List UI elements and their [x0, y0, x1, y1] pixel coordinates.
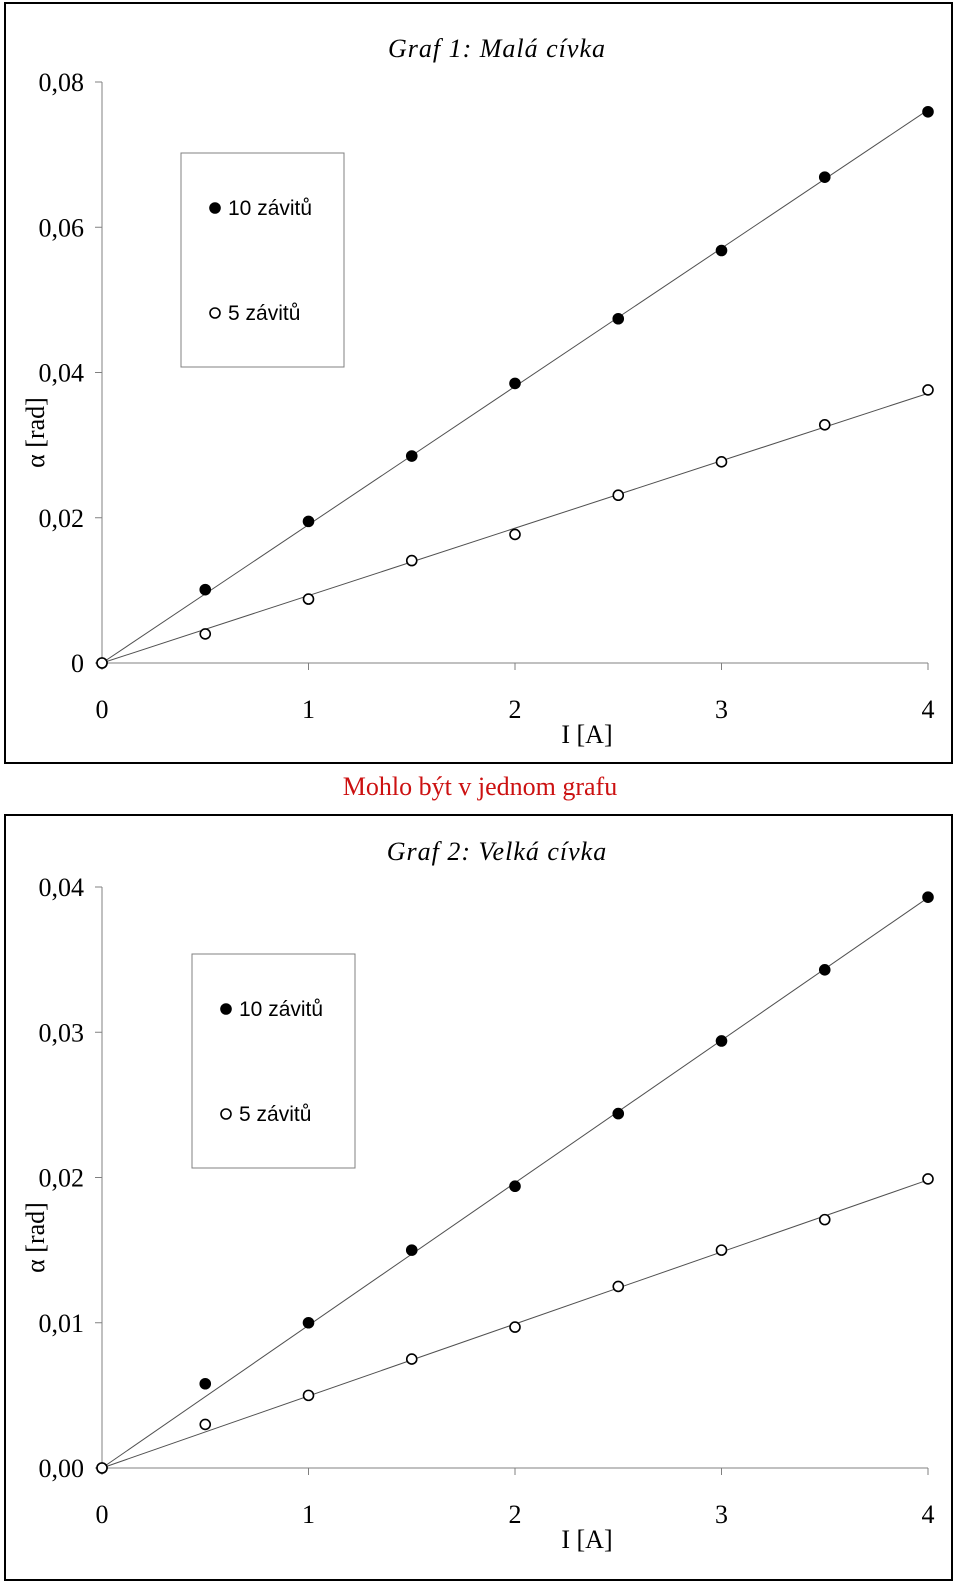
data-point-open — [818, 418, 831, 431]
data-point-open — [509, 1321, 521, 1333]
x-axis-label: I [A] — [561, 720, 612, 749]
legend-marker-open — [209, 307, 221, 319]
x-tick-label: 2 — [509, 1500, 522, 1529]
data-point-filled — [302, 515, 315, 528]
data-point-filled — [302, 1316, 315, 1329]
legend-label: 5 závitů — [228, 302, 300, 325]
trendline-5-turns — [101, 392, 929, 664]
data-point-open — [509, 528, 521, 541]
data-point-open — [96, 1462, 108, 1474]
legend-marker-filled — [220, 1003, 232, 1015]
data-point-open — [922, 384, 934, 396]
x-tick-label: 1 — [302, 1500, 315, 1529]
data-point-open — [302, 593, 315, 605]
x-tick-label: 1 — [302, 695, 315, 724]
legend-marker-open — [220, 1108, 232, 1120]
chart-title: Graf 2: Velká cívka — [387, 837, 607, 866]
y-tick-label: 0,08 — [39, 68, 85, 97]
y-tick-label: 0,04 — [39, 359, 85, 388]
x-tick-label: 3 — [715, 695, 728, 724]
chart-2-frame: Graf 2: Velká cívka 0,00 0,01 0,02 0,03 0,04 0… — [4, 814, 953, 1581]
data-point-open — [199, 628, 212, 640]
legend-label: 10 závitů — [239, 998, 323, 1021]
x-tick-label: 3 — [715, 1500, 728, 1529]
x-tick-label: 0 — [96, 695, 109, 724]
legend-label: 10 závitů — [228, 197, 312, 220]
data-point-filled — [509, 377, 521, 390]
data-point-open — [96, 657, 108, 669]
data-point-open — [405, 554, 418, 567]
data-point-filled — [405, 450, 418, 462]
chart-2-svg: Graf 2: Velká cívka 0,00 0,01 0,02 0,03 0,04 0… — [21, 837, 935, 1554]
y-tick-label: 0,00 — [39, 1454, 85, 1483]
data-point-filled — [818, 963, 831, 976]
data-point-filled — [922, 891, 934, 903]
y-tick-label: 0 — [71, 649, 84, 678]
y-tick-label: 0,06 — [39, 213, 85, 242]
data-point-filled — [199, 1377, 212, 1390]
chart-1-svg: Graf 1: Malá cívka 0 0,02 0,04 0,06 0,08 0 1 2 3 4… — [21, 34, 935, 749]
legend-box — [180, 152, 345, 368]
data-point-open — [715, 456, 728, 468]
data-point-open — [715, 1244, 728, 1256]
chart-title: Graf 1: Malá cívka — [388, 34, 606, 63]
data-point-filled — [715, 244, 728, 257]
data-point-open — [818, 1213, 831, 1226]
x-tick-label: 0 — [96, 1500, 109, 1529]
x-tick-label: 2 — [509, 695, 522, 724]
y-tick-label: 0,04 — [39, 873, 85, 902]
y-axis-label: α [rad] — [21, 1202, 50, 1273]
chart-1-frame: Graf 1: Malá cívka 0 0,02 0,04 0,06 0,08 0 1 2 3 4… — [4, 2, 953, 764]
review-note: Mohlo být v jednom grafu — [342, 772, 618, 801]
legend-label: 5 závitů — [239, 1103, 311, 1126]
y-axis-label: α [rad] — [21, 397, 50, 468]
data-point-filled — [509, 1180, 521, 1193]
data-point-open — [612, 1280, 625, 1293]
data-point-filled — [405, 1244, 418, 1256]
data-point-filled — [818, 171, 831, 183]
x-tick-label: 4 — [922, 1500, 935, 1529]
y-tick-label: 0,02 — [39, 504, 85, 533]
data-point-open — [199, 1418, 212, 1431]
y-tick-label: 0,01 — [39, 1309, 85, 1338]
data-point-filled — [922, 105, 934, 118]
data-point-open — [612, 489, 625, 502]
y-tick-label: 0,03 — [39, 1018, 85, 1047]
y-tick-label: 0,02 — [39, 1164, 85, 1193]
data-point-filled — [612, 1107, 625, 1120]
legend-box — [191, 953, 356, 1169]
data-point-open — [405, 1353, 418, 1365]
x-axis-label: I [A] — [561, 1525, 612, 1554]
data-point-open — [922, 1173, 934, 1185]
x-tick-label: 4 — [922, 695, 935, 724]
legend-marker-filled — [209, 202, 221, 214]
data-point-filled — [612, 312, 625, 325]
data-point-filled — [715, 1035, 728, 1047]
data-point-open — [302, 1389, 315, 1402]
data-point-filled — [199, 583, 212, 596]
